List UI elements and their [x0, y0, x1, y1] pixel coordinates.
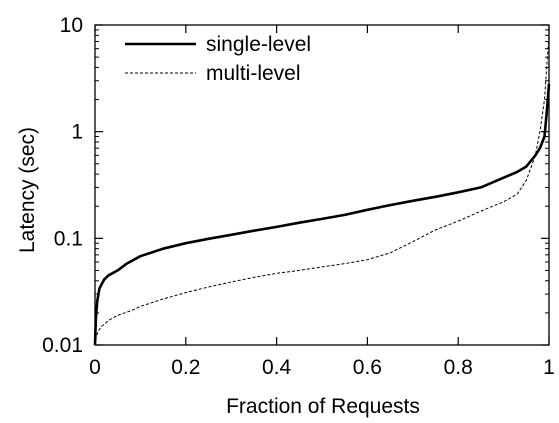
legend: single-level multi-level: [125, 33, 311, 85]
x-tick-label: 0.8: [444, 356, 473, 379]
y-axis-title: Latency (sec): [16, 127, 39, 253]
y-axis-ticks: 0.01 0.1 1 10: [42, 14, 549, 357]
x-axis-title: Fraction of Requests: [226, 395, 420, 418]
y-tick-label: 0.1: [54, 227, 83, 250]
x-tick-label: 1: [543, 356, 555, 379]
x-axis-ticks: 0 0.2 0.4 0.6 0.8 1: [89, 25, 555, 379]
legend-label-single-level: single-level: [206, 33, 311, 56]
plot-border: [94, 24, 550, 346]
x-tick-label: 0: [89, 356, 101, 379]
plot-frame: [94, 24, 550, 346]
legend-label-multi-level: multi-level: [206, 62, 301, 85]
y-tick-label: 0.01: [42, 334, 83, 357]
y-tick-label: 10: [60, 14, 83, 37]
series-layer: [93, 35, 551, 346]
series-line-single-level: [93, 83, 551, 346]
series-line-multi-level: [94, 35, 550, 346]
x-tick-label: 0.6: [353, 356, 382, 379]
x-tick-label: 0.4: [262, 356, 292, 379]
x-tick-label: 0.2: [171, 356, 200, 379]
y-tick-label: 1: [71, 121, 83, 144]
